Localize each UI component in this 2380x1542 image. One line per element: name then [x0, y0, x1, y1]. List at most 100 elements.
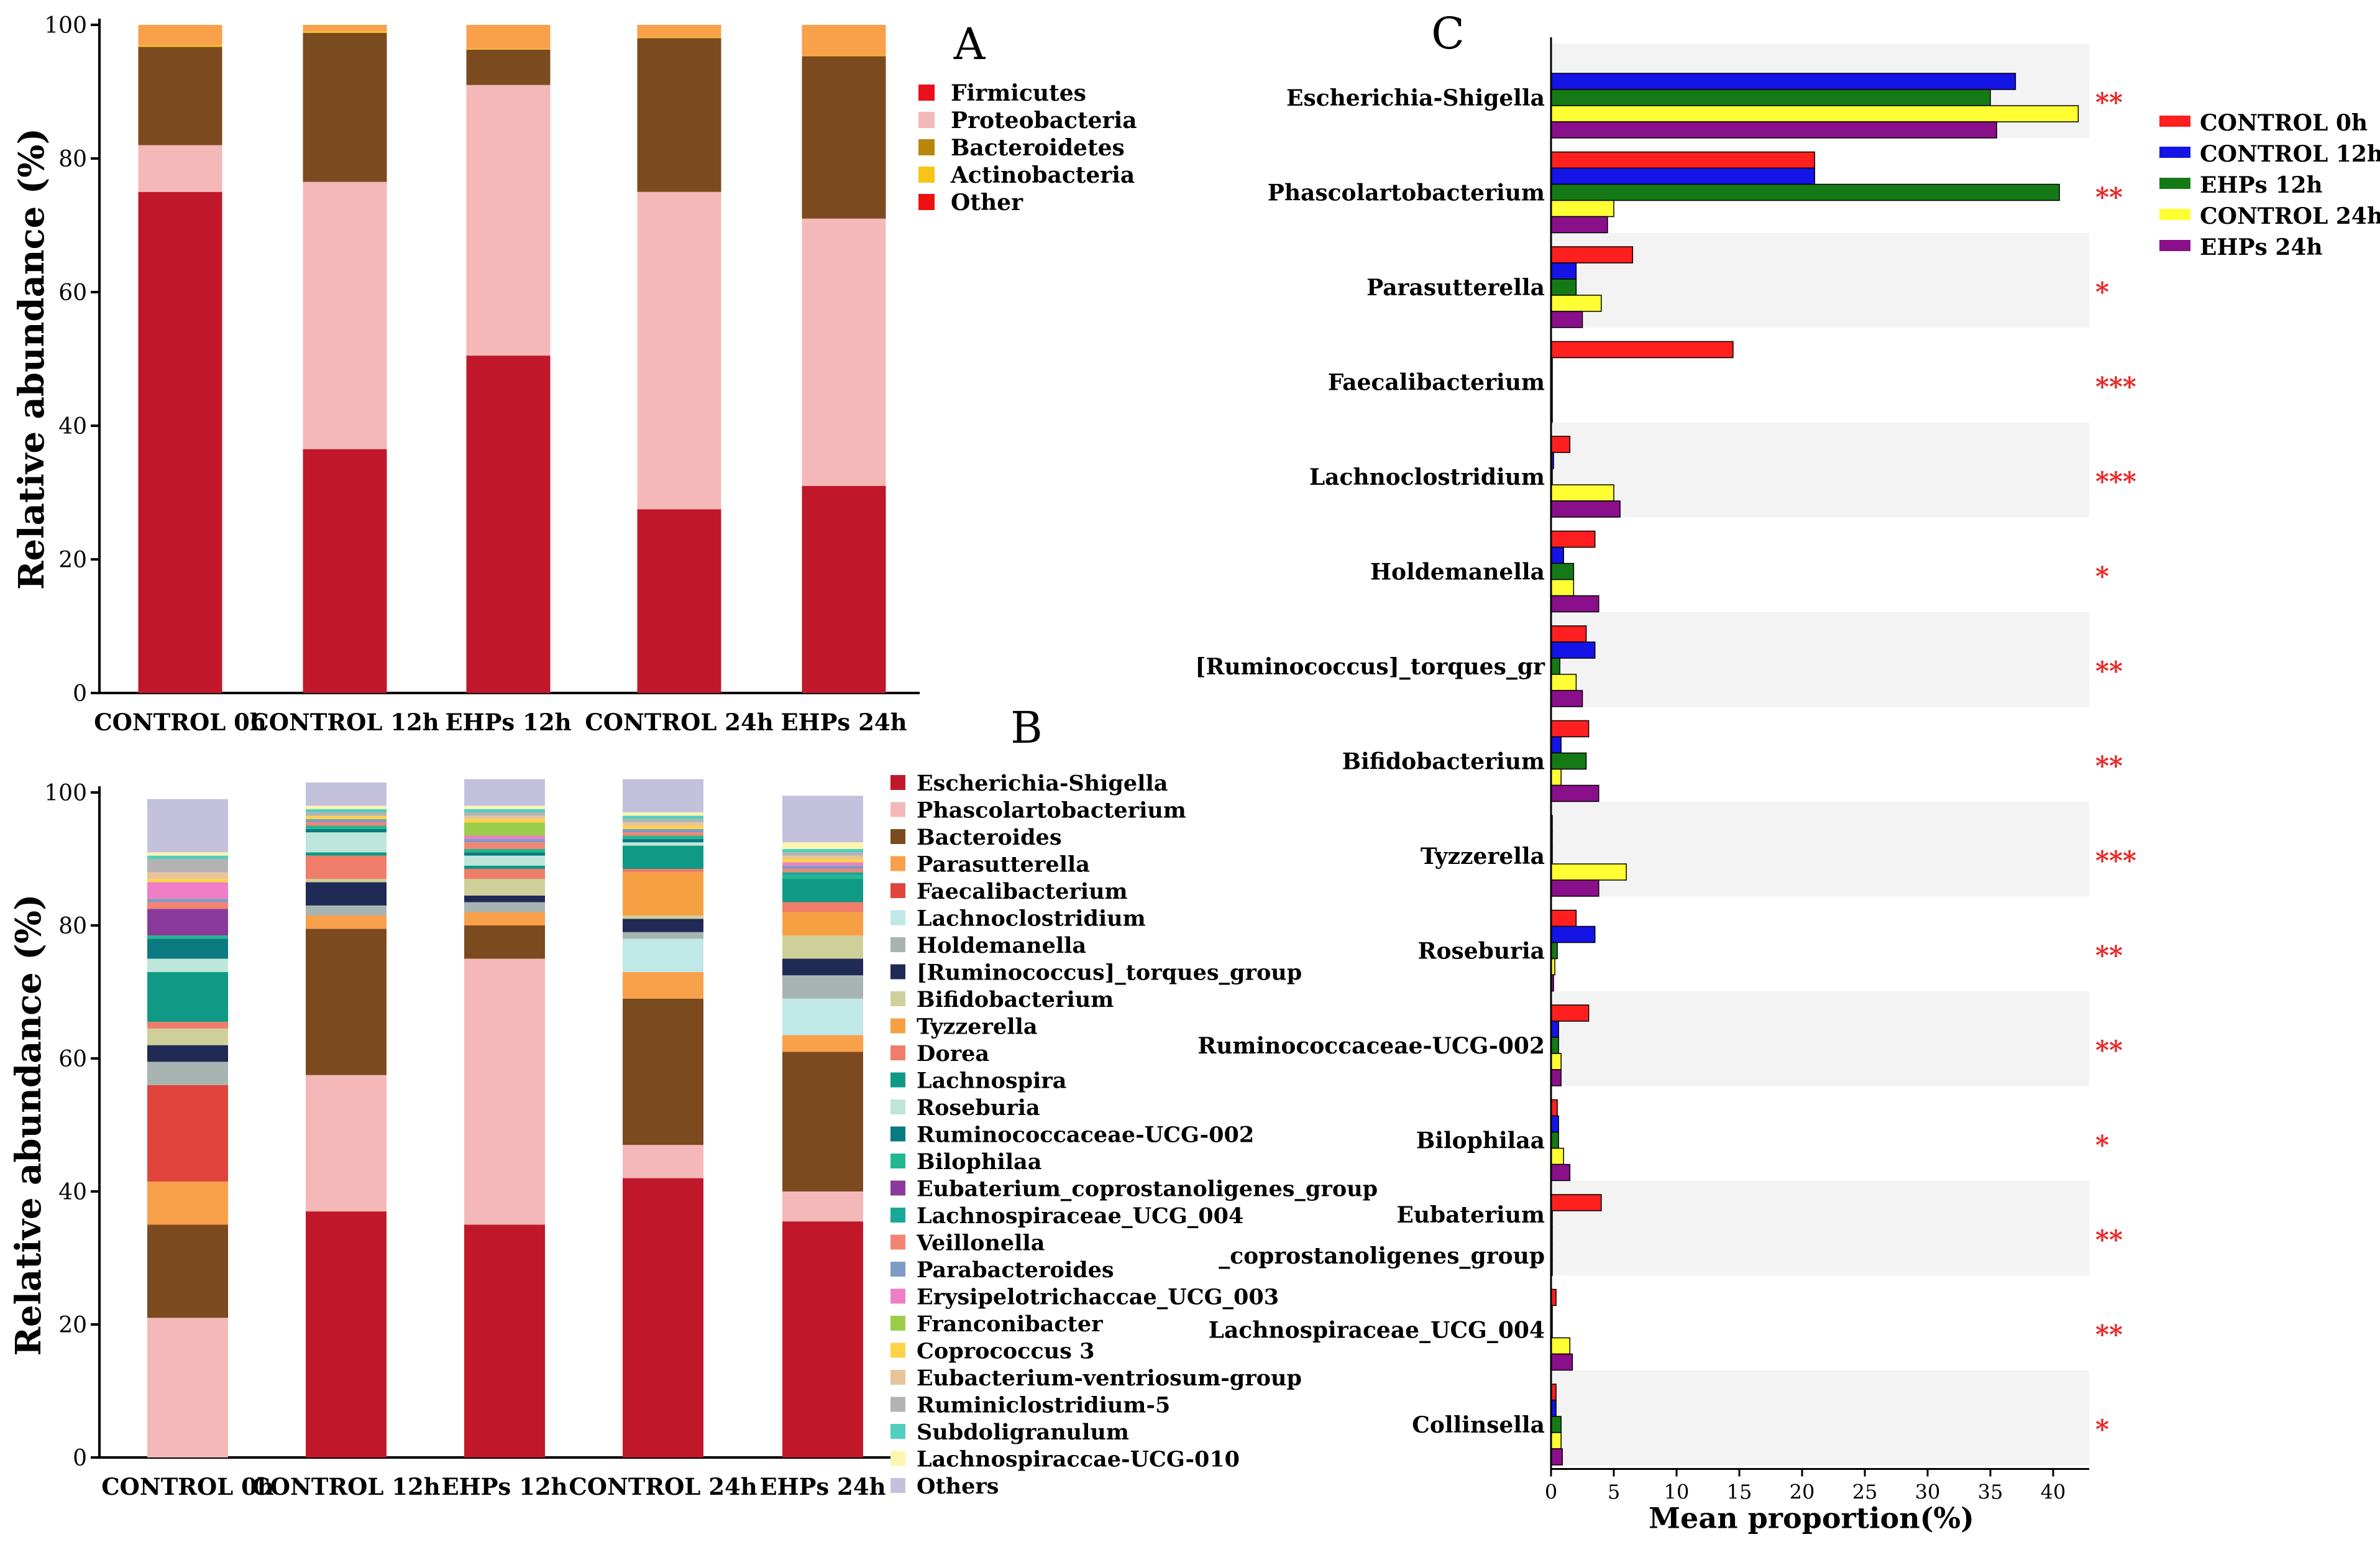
bar-segment-parasutterella	[782, 1035, 863, 1052]
bar-segment-bifidobacterium	[782, 935, 863, 959]
legend-label-ehps-24h: EHPs 24h	[2200, 234, 2323, 260]
legend-swatch-firmicutes	[918, 85, 935, 101]
bar-segment-others	[306, 782, 387, 806]
bar-segment-holdemanella	[306, 905, 387, 916]
bar-bifidobacterium-control-12h	[1550, 736, 1562, 754]
bar-segment-parasutterella	[623, 971, 703, 999]
row-stripe	[1551, 1370, 2089, 1466]
bar-segment-coprococcus-3	[623, 825, 703, 829]
bar-segment-others	[782, 796, 863, 843]
significance-marker: **	[2095, 940, 2123, 971]
row-label: Lachnospiraceae_UCG_004	[1209, 1318, 1545, 1344]
bar-segment-parabacteroides	[464, 838, 545, 843]
bar-segment-holdemanella	[623, 932, 703, 939]
bar-segment-escherichia-shigella	[464, 1224, 545, 1457]
bar-segment-bacteroidetes	[466, 49, 551, 85]
bar-segment-ruminiclostridium-5	[464, 812, 545, 816]
x-tick-label: 30	[1915, 1480, 1941, 1504]
bar-segment-veillonella	[464, 842, 545, 849]
x-tick-label: 0	[1545, 1480, 1557, 1504]
x-tick-label: 25	[1852, 1480, 1878, 1504]
bar-ruminococcaceae-ucg-002-control-12h	[1550, 1021, 1559, 1038]
legend-swatch-bacteroidetes	[918, 139, 935, 155]
bar-segment-ruminiclostridium-5	[306, 812, 387, 816]
row-label: Bilophilaa	[1416, 1128, 1545, 1154]
bar-segment-dorea	[464, 869, 545, 879]
bar-escherichia-shigella-ehps-12h	[1550, 89, 1991, 106]
legend-label-escherichia-shigella: Escherichia-Shigella	[917, 771, 1168, 796]
bar-segment-other	[303, 25, 387, 32]
bar-segment-firmicutes	[802, 485, 886, 693]
bar-segment-bacteroidetes	[637, 38, 721, 192]
bar-segment-actinobacteria	[138, 45, 222, 47]
bar-segment-bilophilaa	[464, 848, 545, 853]
bar-bilophilaa-control-24h	[1550, 1147, 1564, 1165]
bar-bilophilaa-ehps-12h	[1550, 1131, 1559, 1149]
panel-label: A	[953, 19, 986, 70]
bar-segment-proteobacteria	[138, 145, 222, 192]
row-label: Collinsella	[1412, 1412, 1545, 1438]
legend-swatch-tyzzerella	[890, 1018, 905, 1034]
row-label: Bifidobacterium	[1342, 749, 1545, 775]
x-tick-label: 20	[1790, 1480, 1815, 1504]
bar-segment-lachnospira	[147, 971, 228, 1022]
legend-swatch-subdoligranulum	[890, 1424, 905, 1439]
bar-segment-lachnospiraccae-ucg-010	[147, 852, 228, 856]
legend-swatch-ruminiclostridium-5	[890, 1397, 905, 1412]
bar-segment-lachnospira	[464, 865, 545, 870]
row-label: Holdemanella	[1370, 559, 1545, 585]
bar-segment-others	[147, 799, 228, 853]
bar-segment-subdoligranulum	[623, 815, 703, 819]
row-label: Ruminococcaceae-UCG-002	[1197, 1033, 1545, 1059]
legend-label-bacteroides: Bacteroides	[917, 825, 1062, 850]
significance-marker: ***	[2095, 466, 2136, 497]
bar-segment-actinobacteria	[303, 31, 387, 33]
legend-label-dorea: Dorea	[917, 1041, 989, 1067]
significance-marker: *	[2095, 561, 2109, 592]
legend-swatch-control-0h	[2159, 116, 2190, 127]
legend-label-ruminiclostridium-5: Ruminiclostridium-5	[917, 1393, 1170, 1418]
legend-swatch-parasutterella	[890, 856, 905, 871]
legend-swatch-bacteroides	[890, 829, 905, 844]
bar-segment-ruminiclostridium-5	[782, 852, 863, 856]
legend-label-lachnospiraccae-ucg-010: Lachnospiraccae-UCG-010	[917, 1447, 1240, 1472]
row-label: Escherichia-Shigella	[1286, 85, 1545, 111]
bar-segment-other	[138, 25, 222, 46]
bar-ruminococcus-torques-gr-control-24h	[1550, 674, 1577, 691]
bar-segment-bacteroidetes	[303, 32, 387, 182]
bar-segment-lachnospira	[782, 879, 863, 902]
legend-label-subdoligranulum: Subdoligranulum	[917, 1420, 1129, 1445]
y-tick-label: 100	[44, 781, 87, 806]
legend-swatch-actinobacteria	[918, 167, 935, 183]
y-tick-label: 80	[58, 914, 87, 939]
bar-segment-eubacterium-ventriosum-group	[464, 815, 545, 819]
legend-swatch-eubaterium-coprostanoligenes-group	[890, 1180, 905, 1196]
bar-phascolartobacterium-control-12h	[1550, 167, 1815, 185]
legend-label-tyzzerella: Tyzzerella	[917, 1014, 1038, 1040]
legend-swatch-dorea	[890, 1045, 905, 1060]
row-stripe	[1551, 612, 2089, 707]
y-axis-label: Relative abundance (%)	[11, 128, 52, 590]
bar-segment-other	[466, 25, 551, 49]
legend-swatch-bilophilaa	[890, 1154, 905, 1168]
legend-label-ruminococcus-torques-group: [Ruminococcus]_torques_group	[917, 960, 1302, 986]
legend-swatch-coprococcus-3	[890, 1342, 905, 1358]
bar-segment-lachnospira	[306, 852, 387, 856]
bar-segment-firmicutes	[138, 191, 222, 693]
panel-a: 0 20 40 60 80 100 Relative abundance (%) CONTRO…	[11, 13, 1137, 736]
bar-segment-veillonella	[782, 869, 863, 873]
bar-segment-veillonella	[147, 902, 228, 909]
row-label: _coprostanoligenes_group	[1219, 1243, 1545, 1269]
bar-segment-dorea	[147, 1022, 228, 1029]
bar-segment-phascolartobacterium	[306, 1075, 387, 1212]
significance-marker: *	[2095, 1130, 2109, 1160]
bar-segment-roseburia	[464, 855, 545, 866]
bar-phascolartobacterium-ehps-12h	[1550, 183, 2060, 201]
bar-segment-firmicutes	[303, 449, 387, 693]
bar-segment-phascolartobacterium	[782, 1191, 863, 1222]
bar-segment-escherichia-shigella	[306, 1211, 387, 1457]
significance-marker: ***	[2095, 372, 2136, 402]
row-stripe	[1551, 802, 2089, 897]
row-label: Roseburia	[1418, 939, 1545, 965]
row-stripe	[1551, 1181, 2089, 1276]
